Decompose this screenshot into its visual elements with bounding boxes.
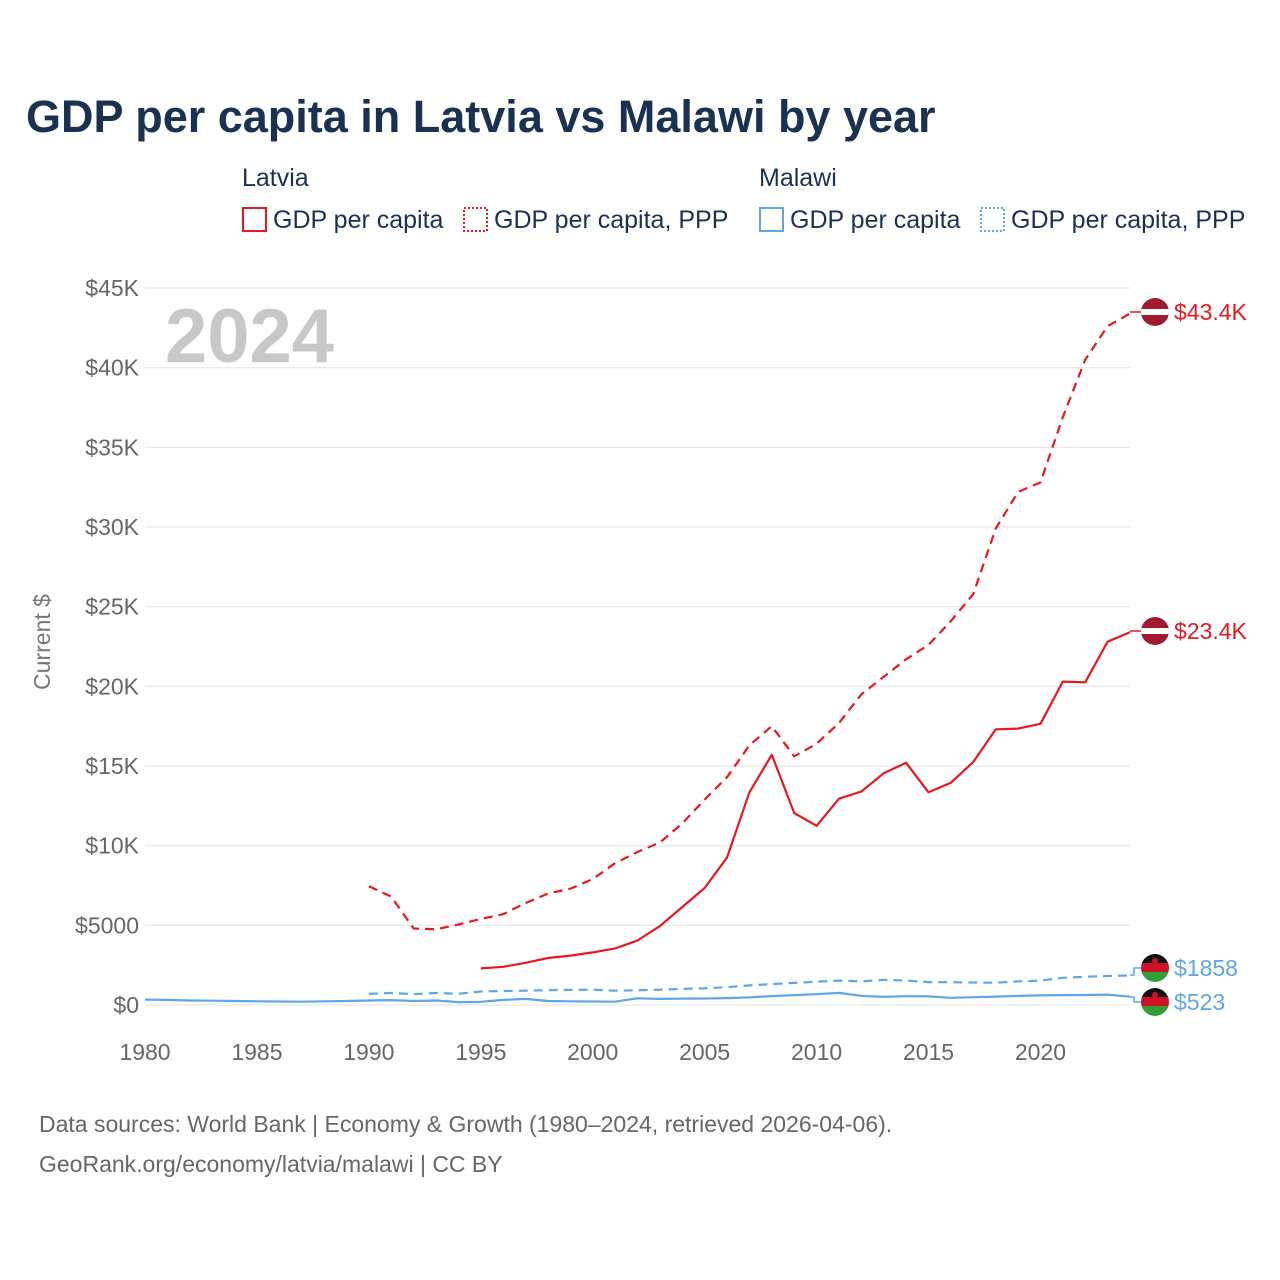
y-tick-label: $35K	[85, 434, 139, 460]
series-lines	[144, 312, 1131, 1004]
gridlines	[145, 287, 1130, 1006]
y-tick-label: $30K	[85, 514, 139, 540]
connector-malawi-ppp	[1130, 967, 1141, 976]
y-tick-label: $15K	[85, 753, 139, 779]
y-tick-label: $25K	[85, 594, 139, 620]
legend-label-latvia-gdp: GDP per capita	[273, 206, 444, 234]
x-tick-label: 2020	[1015, 1039, 1066, 1065]
end-markers: $43.4K $23.4K $1858 $523	[1130, 298, 1248, 1016]
x-tick-label: 1995	[455, 1039, 506, 1065]
legend-label-malawi-gdp: GDP per capita	[790, 206, 961, 234]
y-axis: $0 $5000 $10K $15K $20K $25K $30K $35K $40K $45K	[75, 275, 140, 1018]
source-line-1: Data sources: World Bank | Economy & Gro…	[39, 1111, 892, 1137]
end-label-latvia-ppp: $43.4K	[1174, 299, 1248, 325]
y-tick-label: $0	[113, 992, 139, 1018]
y-tick-label: $10K	[85, 833, 139, 859]
connector-malawi-gdp	[1130, 996, 1141, 1003]
x-tick-label: 2015	[903, 1039, 954, 1065]
chart-title: GDP per capita in Latvia vs Malawi by ye…	[26, 91, 936, 142]
x-tick-label: 2005	[679, 1039, 730, 1065]
legend-swatch-latvia-gdp	[242, 207, 267, 232]
y-tick-label: $40K	[85, 355, 139, 381]
end-label-malawi-gdp: $523	[1174, 989, 1225, 1015]
legend-swatch-malawi-ppp	[980, 207, 1005, 232]
series-line-malawi-gdp-per-capita-ppp	[368, 974, 1131, 996]
y-tick-label: $5000	[75, 912, 139, 938]
year-overlay: 2024	[165, 294, 334, 379]
malawi-flag-icon	[1141, 988, 1169, 1016]
latvia-flag-icon	[1141, 298, 1169, 326]
legend-swatch-latvia-ppp	[463, 207, 488, 232]
x-axis: 1980 1985 1990 1995 2000 2005 2010 2015 2020	[119, 1039, 1066, 1065]
series-line-malawi-gdp-per-capita	[144, 991, 1131, 1004]
y-axis-label: Current $	[29, 594, 55, 690]
x-tick-label: 1980	[119, 1039, 170, 1065]
end-label-malawi-ppp: $1858	[1174, 955, 1238, 981]
legend: Latvia GDP per capita GDP per capita, PP…	[242, 164, 1245, 234]
latvia-flag-icon	[1141, 617, 1169, 645]
legend-swatch-malawi-gdp	[759, 207, 784, 232]
malawi-flag-icon	[1141, 954, 1169, 982]
legend-group-latvia: Latvia	[242, 164, 309, 192]
series-line-latvia-gdp-per-capita-ppp	[368, 312, 1131, 931]
x-tick-label: 1985	[231, 1039, 282, 1065]
y-tick-label: $45K	[85, 275, 139, 301]
x-tick-label: 2000	[567, 1039, 618, 1065]
legend-label-malawi-ppp: GDP per capita, PPP	[1011, 206, 1245, 234]
y-tick-label: $20K	[85, 673, 139, 699]
end-label-latvia-gdp: $23.4K	[1174, 618, 1248, 644]
x-tick-label: 2010	[791, 1039, 842, 1065]
legend-group-malawi: Malawi	[759, 164, 837, 192]
source-line-2: GeoRank.org/economy/latvia/malawi | CC B…	[39, 1151, 503, 1177]
x-tick-label: 1990	[343, 1039, 394, 1065]
legend-label-latvia-ppp: GDP per capita, PPP	[494, 206, 728, 234]
series-line-latvia-gdp-per-capita	[480, 631, 1131, 970]
